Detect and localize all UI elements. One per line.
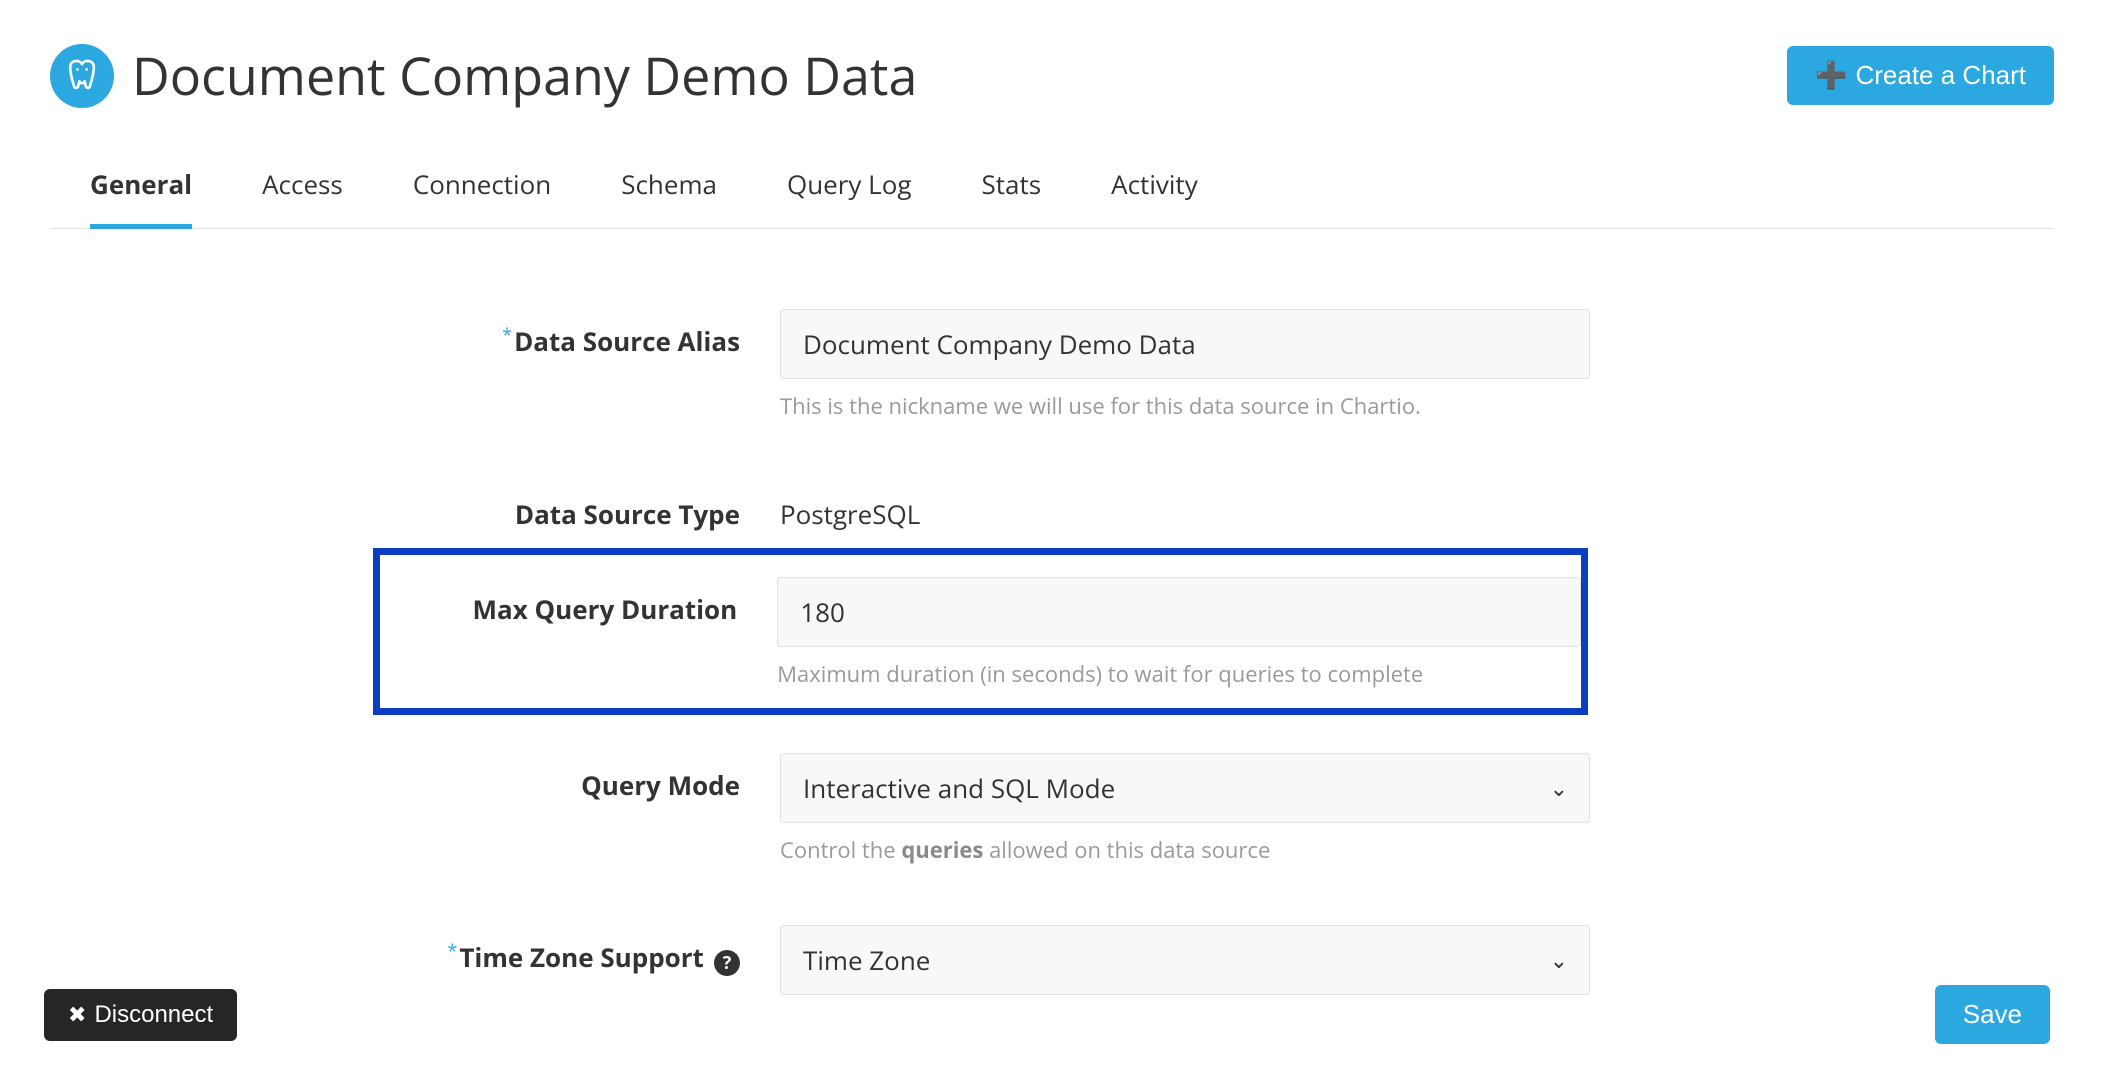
tab-general[interactable]: General bbox=[90, 166, 192, 229]
disconnect-label: Disconnect bbox=[94, 1001, 213, 1029]
page-title: Document Company Demo Data bbox=[132, 40, 917, 111]
alias-hint: This is the nickname we will use for thi… bbox=[780, 391, 1590, 422]
alias-label: Data Source Alias bbox=[514, 323, 740, 359]
mqd-label-col: Max Query Duration bbox=[380, 577, 777, 627]
row-query-mode: Query Mode Interactive and SQL Mode ⌄ Co… bbox=[380, 753, 2054, 866]
footer: ✖ Disconnect Save bbox=[44, 985, 2050, 1044]
help-icon[interactable]: ? bbox=[714, 950, 740, 976]
qm-label: Query Mode bbox=[581, 767, 740, 803]
qm-hint-bold: queries bbox=[901, 835, 983, 865]
tab-access[interactable]: Access bbox=[262, 166, 343, 229]
type-label-col: Data Source Type bbox=[380, 482, 780, 532]
create-chart-label: Create a Chart bbox=[1855, 60, 2026, 91]
type-label: Data Source Type bbox=[515, 496, 740, 532]
mqd-input[interactable] bbox=[777, 577, 1581, 647]
qm-select-wrap: Interactive and SQL Mode ⌄ bbox=[780, 753, 1590, 823]
qm-hint-pre: Control the bbox=[780, 835, 901, 865]
mqd-hint: Maximum duration (in seconds) to wait fo… bbox=[777, 659, 1581, 690]
tab-schema[interactable]: Schema bbox=[621, 166, 717, 229]
tab-stats[interactable]: Stats bbox=[982, 166, 1042, 229]
close-icon: ✖ bbox=[68, 1002, 86, 1028]
alias-label-col: *Data Source Alias bbox=[380, 309, 780, 359]
alias-input[interactable] bbox=[780, 309, 1590, 379]
page-header: Document Company Demo Data ➕ Create a Ch… bbox=[50, 40, 2054, 111]
tz-label: Time Zone Support bbox=[459, 939, 704, 975]
qm-hint: Control the queries allowed on this data… bbox=[780, 835, 1590, 866]
required-marker: * bbox=[502, 323, 512, 347]
required-marker: * bbox=[447, 939, 457, 963]
row-alias: *Data Source Alias This is the nickname … bbox=[380, 309, 2054, 422]
postgresql-icon bbox=[50, 44, 114, 108]
row-type: Data Source Type PostgreSQL bbox=[380, 482, 2054, 532]
save-button[interactable]: Save bbox=[1935, 985, 2050, 1044]
alias-input-col: This is the nickname we will use for thi… bbox=[780, 309, 1590, 422]
tab-connection[interactable]: Connection bbox=[413, 166, 551, 229]
header-left: Document Company Demo Data bbox=[50, 40, 917, 111]
mqd-label: Max Query Duration bbox=[472, 591, 737, 627]
row-max-query-duration-highlight: Max Query Duration Maximum duration (in … bbox=[373, 548, 1588, 715]
type-value: PostgreSQL bbox=[780, 482, 1590, 532]
qm-select[interactable]: Interactive and SQL Mode bbox=[780, 753, 1590, 823]
qm-label-col: Query Mode bbox=[380, 753, 780, 803]
tz-label-col: *Time Zone Support ? bbox=[380, 925, 780, 976]
row-max-query-duration: Max Query Duration Maximum duration (in … bbox=[380, 577, 1581, 690]
type-value-col: PostgreSQL bbox=[780, 482, 1590, 532]
tab-query-log[interactable]: Query Log bbox=[787, 166, 912, 229]
plus-icon: ➕ bbox=[1815, 60, 1847, 91]
tabs: General Access Connection Schema Query L… bbox=[50, 166, 2054, 229]
save-label: Save bbox=[1963, 999, 2022, 1030]
disconnect-button[interactable]: ✖ Disconnect bbox=[44, 989, 237, 1041]
tab-activity[interactable]: Activity bbox=[1111, 166, 1198, 229]
create-chart-button[interactable]: ➕ Create a Chart bbox=[1787, 46, 2054, 105]
mqd-input-col: Maximum duration (in seconds) to wait fo… bbox=[777, 577, 1581, 690]
qm-input-col: Interactive and SQL Mode ⌄ Control the q… bbox=[780, 753, 1590, 866]
qm-hint-post: allowed on this data source bbox=[983, 835, 1270, 865]
settings-form: *Data Source Alias This is the nickname … bbox=[50, 309, 2054, 995]
